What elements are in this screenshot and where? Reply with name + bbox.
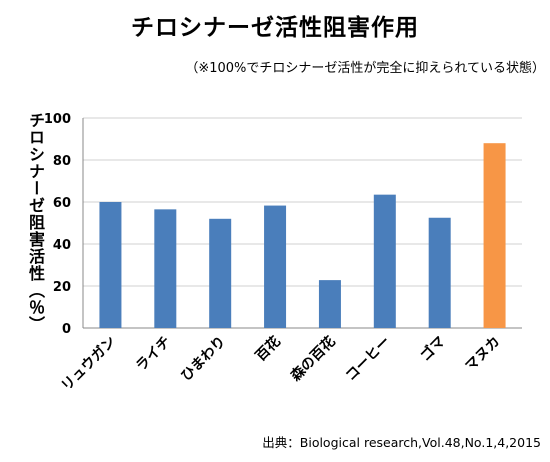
y-axis-label: チロシナーゼ阻害活性（％）	[26, 112, 45, 333]
bar	[483, 143, 506, 328]
y-tick-label: 100	[44, 112, 71, 127]
chart-title: チロシナーゼ活性阻害作用	[131, 15, 419, 41]
x-category-label: ひまわり	[178, 334, 229, 385]
y-tick-label: 80	[53, 154, 71, 169]
x-category-label: 森の百花	[287, 333, 339, 385]
chart-subtitle: （※100%でチロシナーゼ活性が完全に抑えられている状態）	[185, 61, 545, 76]
x-category-label: 百花	[252, 333, 284, 365]
bar	[264, 205, 287, 328]
y-tick-label: 0	[62, 322, 71, 337]
x-category-label: ゴマ	[417, 333, 449, 365]
bar	[209, 218, 232, 328]
x-category-label: コーヒー	[343, 334, 394, 385]
bar	[154, 209, 177, 328]
bar	[318, 280, 341, 328]
y-tick-label: 20	[53, 280, 71, 295]
y-tick-label: 60	[53, 196, 71, 211]
bar	[99, 202, 122, 328]
source-note: 出典：Biological research,Vol.48,No.1,4,201…	[262, 435, 541, 450]
bar	[373, 194, 396, 328]
x-category-label: リュウガン	[58, 334, 119, 395]
y-tick-label: 40	[53, 238, 71, 253]
bar	[428, 217, 451, 328]
x-category-label: マヌカ	[462, 334, 503, 375]
x-category-label: ライチ	[133, 334, 174, 375]
